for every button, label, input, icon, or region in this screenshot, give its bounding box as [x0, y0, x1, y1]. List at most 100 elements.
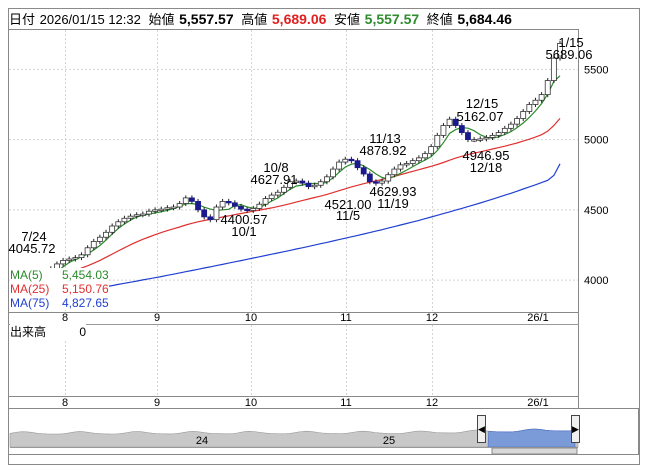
- annotation-date: 10/1: [231, 224, 256, 239]
- candle-body: [268, 194, 275, 199]
- ma75-legend: MA(75) 4,827.65: [10, 296, 109, 310]
- candle-body: [495, 132, 502, 136]
- candle-body: [434, 134, 441, 148]
- month-label: 26/1: [527, 397, 548, 409]
- candle-body: [66, 258, 73, 261]
- candle-body: [391, 168, 398, 176]
- close-label: 終値: [426, 12, 453, 27]
- candle-body: [103, 231, 109, 238]
- candle-body: [213, 206, 220, 221]
- y-tick-label: 5500: [584, 64, 608, 76]
- annotation-value: 4629.93: [370, 184, 417, 199]
- candle-body: [90, 241, 97, 249]
- navigator-handle[interactable]: [571, 415, 580, 443]
- ma5-legend: MA(5) 5,454.03: [10, 268, 109, 282]
- candle-body: [354, 160, 361, 169]
- annotation-date: 11/19: [377, 196, 409, 211]
- candle-body: [238, 205, 244, 210]
- candle-body: [373, 181, 379, 184]
- annotation-value: 4878.92: [360, 143, 407, 158]
- candle-body: [176, 203, 183, 208]
- candle-body: [403, 163, 410, 166]
- annotation-value: 4521.00: [325, 197, 372, 212]
- annotation-value: 4045.72: [9, 241, 56, 256]
- candle-body: [557, 43, 563, 59]
- candle-body: [207, 216, 214, 221]
- y-tick-label: 5000: [584, 135, 608, 147]
- candle-body: [446, 118, 453, 126]
- candle-body: [520, 111, 527, 119]
- navigator-scroll-thumb[interactable]: [491, 447, 578, 455]
- y-tick-label: 4000: [584, 275, 608, 287]
- candle-body: [139, 213, 146, 216]
- high-value: 5,689.06: [271, 11, 327, 27]
- handle-right-icon: ▶: [572, 424, 579, 434]
- candle-body: [293, 180, 300, 183]
- candle-body: [348, 158, 355, 162]
- candle-body: [281, 186, 287, 193]
- candle-body: [84, 247, 91, 256]
- candle-body: [360, 167, 367, 175]
- candle-body: [538, 94, 545, 101]
- y-axis-ticks: 4000 4500 5000 5500: [584, 64, 608, 287]
- ma-legend: MA(5) 5,454.03 MA(25) 5,150.76 MA(75) 4,827…: [10, 268, 109, 310]
- candle-body: [508, 123, 514, 129]
- candle-body: [440, 125, 447, 136]
- candle-body: [342, 158, 349, 163]
- candle-body: [305, 182, 312, 188]
- annotation-date: 1/15: [558, 35, 583, 50]
- candle-body: [336, 161, 343, 170]
- annotation-value: 5162.07: [457, 109, 504, 124]
- candle-body: [72, 257, 79, 260]
- high-label: 高値: [241, 12, 268, 27]
- candle-body: [532, 99, 539, 105]
- candle-body: [501, 127, 508, 133]
- candle-body: [127, 215, 134, 219]
- annotation-date: 11/5: [336, 208, 360, 223]
- candle-body: [366, 173, 373, 183]
- volume-value: 0: [79, 325, 87, 339]
- navigator-handle[interactable]: [477, 415, 486, 443]
- candle-body: [121, 217, 128, 223]
- candle-body: [231, 202, 238, 207]
- candle-body: [96, 236, 103, 242]
- candle-body: [78, 254, 85, 259]
- candle-body: [262, 198, 269, 205]
- low-value: 5,557.57: [364, 11, 420, 27]
- candle-body: [182, 197, 189, 204]
- candle-body: [514, 118, 520, 125]
- navigator-label: 24: [196, 435, 208, 447]
- candle-body: [170, 206, 177, 209]
- candle-body: [317, 181, 324, 186]
- candle-body: [489, 134, 496, 138]
- candle-body: [225, 201, 232, 204]
- month-labels: 8 8 9 9 10 10 11 11 12 12 26/1 26/1: [62, 312, 549, 409]
- candle-body: [409, 160, 416, 164]
- candle-body: [550, 57, 557, 81]
- navigator-label: 25: [383, 435, 395, 447]
- month-label: 12: [426, 312, 438, 324]
- open-value: 5,557.57: [179, 11, 234, 27]
- month-label: 9: [154, 312, 160, 324]
- annotation-date: 12/15: [466, 96, 499, 111]
- navigator-selection: [487, 424, 576, 448]
- candle-body: [323, 176, 330, 183]
- candle-body: [256, 203, 263, 209]
- candle-body: [465, 132, 471, 140]
- candle-body: [244, 208, 251, 212]
- date-label: 日付: [9, 12, 36, 27]
- month-label: 12: [426, 397, 438, 409]
- candle-body: [330, 168, 336, 178]
- navigator[interactable]: 24 25 ◀ ▶: [8, 408, 639, 455]
- candle-body: [428, 146, 435, 155]
- ma25-series: [13, 118, 561, 291]
- handle-left-icon: ◀: [478, 424, 485, 434]
- open-label: 始値: [148, 12, 175, 27]
- candle-body: [483, 137, 490, 140]
- candle-body: [299, 180, 306, 184]
- candle-body: [385, 174, 392, 182]
- candle-body: [201, 209, 208, 218]
- ma25-legend: MA(25) 5,150.76: [10, 282, 109, 296]
